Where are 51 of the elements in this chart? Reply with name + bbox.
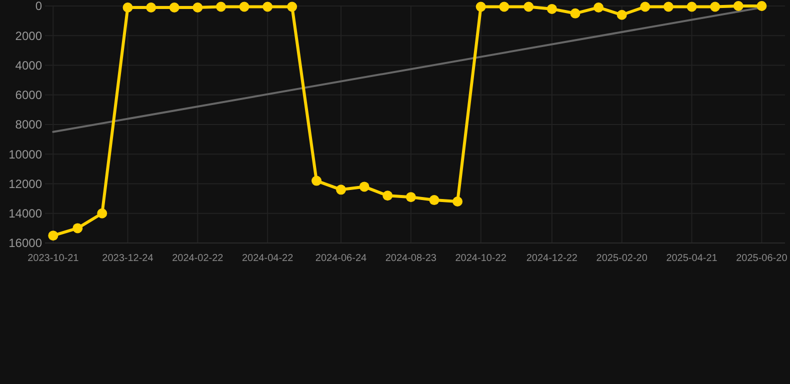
x-tick-label: 2024-06-24: [315, 253, 368, 264]
point: [359, 182, 370, 192]
x-tick-label: 2025-02-20: [596, 253, 648, 264]
point: [429, 195, 440, 206]
x-tick-label: 2023-12-24: [102, 253, 154, 264]
y-tick-label: 10000: [8, 147, 42, 162]
point: [499, 2, 510, 12]
point: [710, 2, 720, 12]
x-tick-label: 2023-10-21: [28, 253, 80, 264]
point: [382, 190, 393, 201]
point: [406, 192, 416, 202]
point: [192, 2, 203, 12]
point: [239, 2, 250, 12]
y-tick-label: 4000: [15, 58, 42, 72]
point: [570, 8, 580, 18]
point: [216, 2, 226, 12]
point: [146, 2, 156, 12]
y-tick-label: 14000: [8, 206, 42, 221]
point: [733, 1, 744, 11]
point: [756, 1, 767, 11]
x-tick-label: 2024-10-22: [455, 253, 507, 264]
point: [48, 230, 58, 241]
y-tick-label: 6000: [15, 88, 42, 102]
y-tick-label: 8000: [15, 118, 42, 132]
point: [524, 2, 534, 12]
point: [262, 2, 273, 12]
point: [616, 10, 627, 20]
y-tick-label: 12000: [8, 176, 42, 191]
point: [97, 208, 108, 218]
point: [336, 184, 346, 195]
x-tick-label: 2025-04-21: [666, 253, 718, 264]
point: [287, 2, 298, 12]
y-tick-label: 0: [35, 0, 42, 14]
point: [312, 176, 322, 186]
point: [169, 2, 180, 12]
x-tick-label: 2025-06-20: [736, 253, 788, 264]
x-tick-label: 2024-08-23: [385, 253, 437, 264]
point: [663, 2, 674, 12]
point: [640, 2, 650, 12]
point: [122, 2, 133, 12]
point: [594, 2, 604, 12]
x-tick-label: 2024-04-22: [242, 253, 294, 264]
x-tick-label: 2024-02-22: [172, 253, 224, 264]
y-tick-label: 16000: [8, 236, 42, 250]
point: [452, 196, 463, 207]
y-tick-label: 2000: [15, 28, 42, 43]
point: [546, 4, 557, 14]
point: [476, 2, 486, 12]
point: [72, 223, 83, 234]
point: [686, 2, 697, 12]
x-tick-label: 2024-12-22: [526, 253, 578, 264]
